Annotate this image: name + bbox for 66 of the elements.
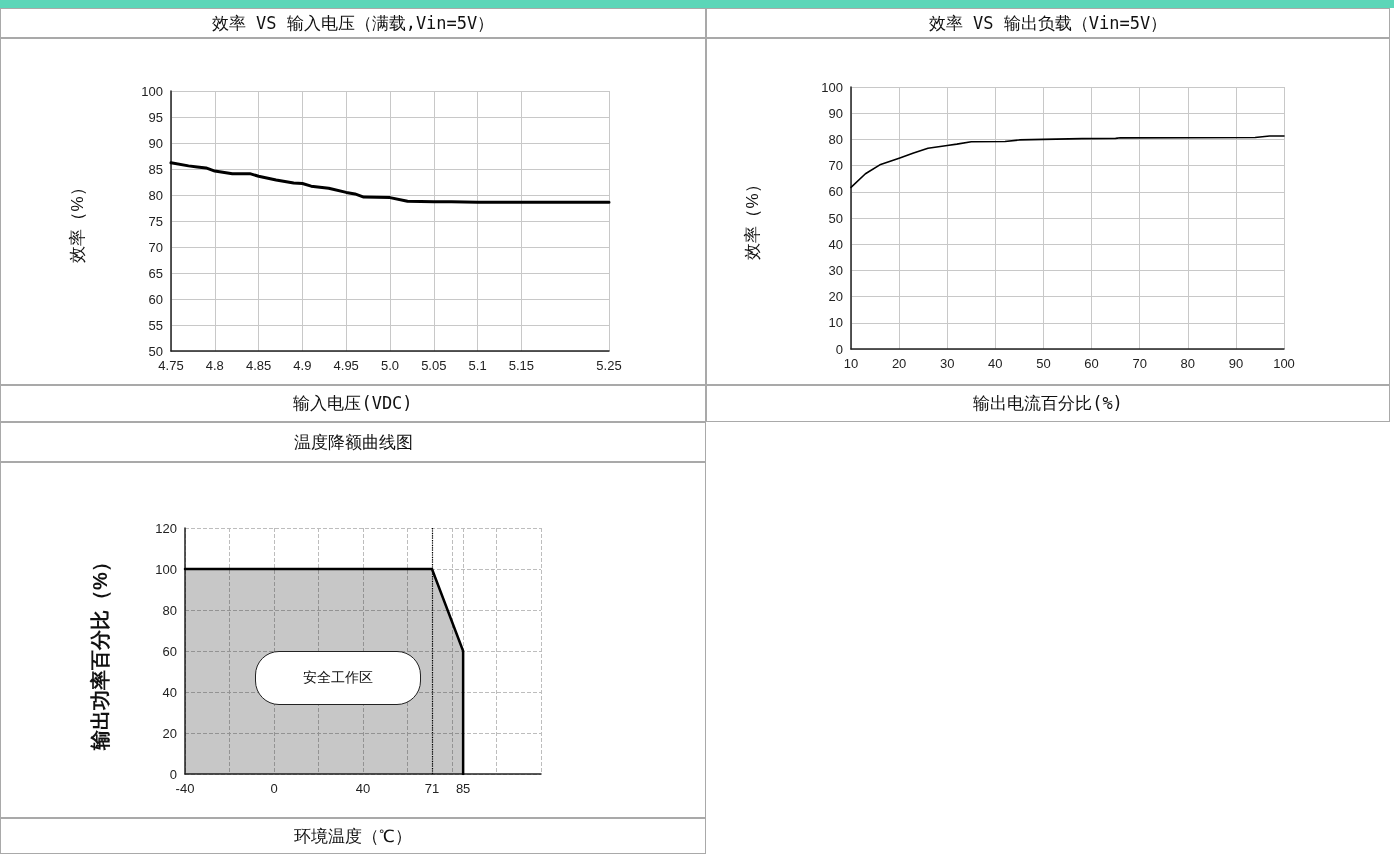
x-tick-label: 5.0 — [380, 358, 400, 373]
x-tick-label: 50 — [1036, 356, 1051, 371]
x-axis-title: 输入电压(VDC) — [0, 385, 706, 422]
line-series — [169, 161, 611, 204]
x-tick-label: 4.95 — [333, 358, 359, 373]
annotation: 安全工作区 — [303, 669, 373, 687]
x-tick-label: 5.05 — [421, 358, 447, 373]
y-tick-label: 80 — [828, 131, 843, 147]
y-tick-label: 90 — [828, 105, 843, 121]
y-tick-label: 80 — [148, 187, 163, 203]
x-tick-label: 10 — [843, 356, 859, 371]
y-tick-label: 100 — [155, 561, 177, 577]
y-axis-title: 效率（%） — [68, 179, 87, 263]
y-tick-label: 50 — [148, 343, 163, 359]
y-tick-label: 0 — [169, 766, 177, 782]
y-tick-label: 100 — [821, 79, 843, 95]
x-tick-label: 5.1 — [468, 358, 487, 373]
y-tick-label: 65 — [148, 265, 163, 281]
x-tick-label: 40 — [988, 356, 1003, 371]
y-tick-label: 85 — [148, 161, 163, 177]
y-tick-label: 40 — [828, 236, 843, 252]
line-series — [850, 135, 1285, 189]
x-tick-label: -40 — [175, 781, 195, 796]
y-tick-label: 70 — [828, 158, 843, 174]
y-tick-label: 60 — [162, 643, 177, 659]
x-tick-label: 4.85 — [245, 358, 272, 373]
x-tick-label: 40 — [355, 781, 371, 796]
y-tick-label: 60 — [828, 184, 843, 200]
x-tick-label: 5.15 — [508, 358, 535, 373]
x-tick-label: 70 — [1132, 356, 1147, 371]
x-tick-label: 85 — [455, 781, 471, 796]
y-tick-label: 120 — [155, 520, 177, 536]
y-tick-label: 90 — [148, 135, 163, 151]
x-axis-title: 输出电流百分比(%) — [706, 385, 1390, 422]
chart-title: 温度降额曲线图 — [0, 422, 706, 462]
x-tick-label: 71 — [424, 781, 440, 796]
y-tick-label: 75 — [148, 213, 163, 229]
x-tick-label: 100 — [1273, 356, 1295, 371]
x-tick-label: 0 — [270, 781, 278, 796]
y-tick-label: 100 — [141, 83, 163, 99]
x-tick-label: 90 — [1228, 356, 1244, 371]
y-tick-label: 40 — [162, 684, 177, 700]
y-tick-label: 20 — [162, 725, 177, 741]
chart-title: 效率 VS 输出负载（Vin=5V） — [706, 8, 1390, 38]
x-axis-title: 环境温度（℃） — [0, 818, 706, 854]
y-tick-label: 50 — [828, 210, 843, 226]
y-tick-label: 30 — [828, 262, 843, 278]
y-tick-label: 20 — [828, 289, 843, 305]
y-tick-label: 55 — [148, 317, 163, 333]
y-tick-label: 60 — [148, 291, 163, 307]
chart-title: 效率 VS 输入电压（满载,Vin=5V） — [0, 8, 706, 38]
x-tick-label: 5.25 — [596, 358, 622, 373]
x-tick-label: 4.8 — [205, 358, 224, 373]
y-axis-title: 效率（%） — [743, 176, 762, 260]
y-tick-label: 70 — [148, 239, 163, 255]
x-tick-label: 80 — [1180, 356, 1196, 371]
x-tick-label: 20 — [891, 356, 907, 371]
x-tick-label: 60 — [1084, 356, 1099, 371]
y-tick-label: 80 — [162, 602, 177, 618]
x-tick-label: 30 — [939, 356, 955, 371]
y-tick-label: 95 — [148, 109, 163, 125]
x-tick-label: 4.9 — [293, 358, 312, 373]
x-tick-label: 4.75 — [158, 358, 184, 373]
y-tick-label: 10 — [828, 315, 843, 331]
y-tick-label: 0 — [835, 341, 843, 357]
y-axis-title: 输出功率百分比（%） — [89, 552, 111, 751]
